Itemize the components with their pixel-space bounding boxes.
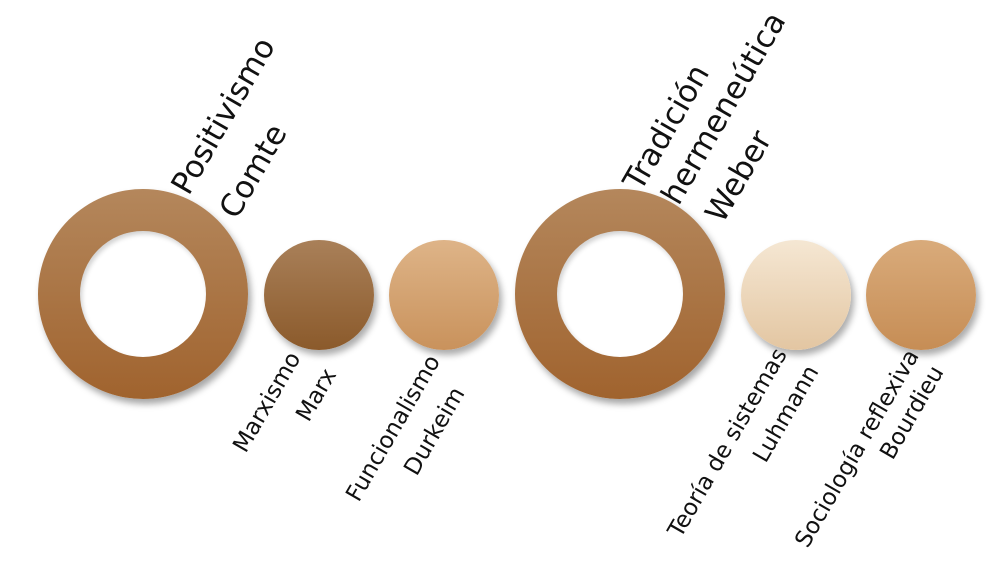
node-positivismo-ring bbox=[38, 189, 248, 399]
node-marxismo-disc bbox=[264, 240, 374, 350]
node-funcionalismo-disc bbox=[389, 240, 499, 350]
node-sistemas-disc bbox=[741, 240, 851, 350]
node-reflexiva-disc bbox=[866, 240, 976, 350]
label-marxismo-author: Marx bbox=[291, 364, 342, 426]
label-marxismo-school: Marxismo bbox=[228, 347, 307, 457]
node-hermeneutica-ring bbox=[515, 189, 725, 399]
